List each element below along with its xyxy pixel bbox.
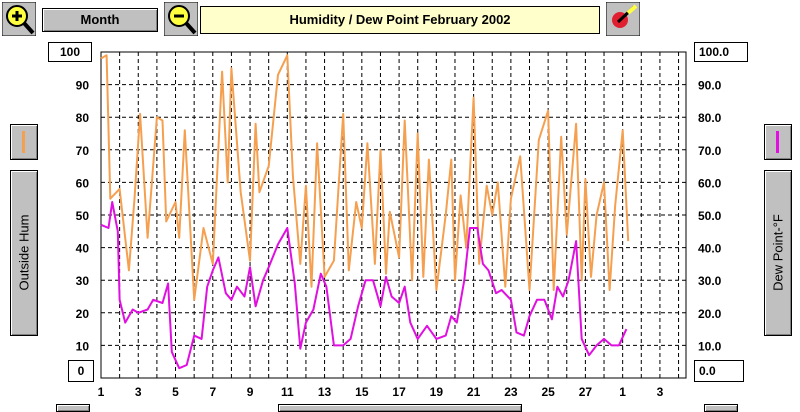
x-tick-label: 19 [430,385,444,399]
y-right-tick-label: 70.0 [698,144,722,158]
y-right-tick-label: 10.0 [698,339,722,353]
x-tick-label: 25 [541,385,555,399]
y-right-tick-label: 80.0 [698,111,722,125]
x-tick-label: 23 [504,385,518,399]
x-tick-label: 13 [318,385,332,399]
y-left-tick-label: 10 [76,339,90,353]
y-left-tick-label: 20 [76,307,90,321]
paintbrush-icon[interactable] [606,2,640,36]
x-tick-label: 15 [355,385,369,399]
y-right-tick-label: 90.0 [698,79,722,93]
x-tick-label: 1 [98,385,105,399]
right-axis-min[interactable]: 0.0 [694,360,744,382]
y-right-tick-label: 60.0 [698,176,722,190]
zoom-in-icon[interactable] [2,2,36,36]
outside-hum-button[interactable]: Outside Hum [10,170,38,336]
dewpoint-color-button[interactable] [764,124,792,160]
y-left-tick-label: 30 [76,274,90,288]
x-tick-label: 21 [467,385,481,399]
humidity-color-button[interactable] [10,124,38,160]
x-tick-label: 17 [392,385,406,399]
zoom-out-icon[interactable] [164,2,198,36]
x-tick-label: 27 [579,385,593,399]
period-button[interactable]: Month [42,8,158,32]
y-right-tick-label: 50.0 [698,209,722,223]
x-tick-label: 9 [247,385,254,399]
left-axis-min[interactable]: 0 [68,360,94,382]
x-tick-label: 3 [135,385,142,399]
y-right-tick-label: 30.0 [698,274,722,288]
y-left-tick-label: 80 [76,111,90,125]
dewpoint-series-line [100,201,628,370]
y-right-tick-label: 20.0 [698,307,722,321]
humidity-color-swatch [22,131,25,153]
x-tick-label: 11 [281,385,294,399]
humidity-series-line [100,54,630,301]
left-axis-max[interactable]: 100 [48,42,92,62]
dew-point-button[interactable]: Dew Point-°F [764,170,792,336]
y-left-tick-label: 60 [76,176,90,190]
x-tick-label: 3 [657,385,664,399]
x-tick-label: 7 [209,385,216,399]
y-left-tick-label: 90 [76,79,90,93]
right-axis-max[interactable]: 100.0 [694,42,748,62]
chart-title: Humidity / Dew Point February 2002 [200,6,600,34]
y-left-tick-label: 70 [76,144,90,158]
x-tick-label: 1 [619,385,626,399]
dewpoint-color-swatch [776,131,779,153]
y-left-tick-label: 50 [76,209,90,223]
x-tick-label: 5 [172,385,179,399]
y-left-tick-label: 40 [76,242,90,256]
y-right-tick-label: 40.0 [698,242,722,256]
